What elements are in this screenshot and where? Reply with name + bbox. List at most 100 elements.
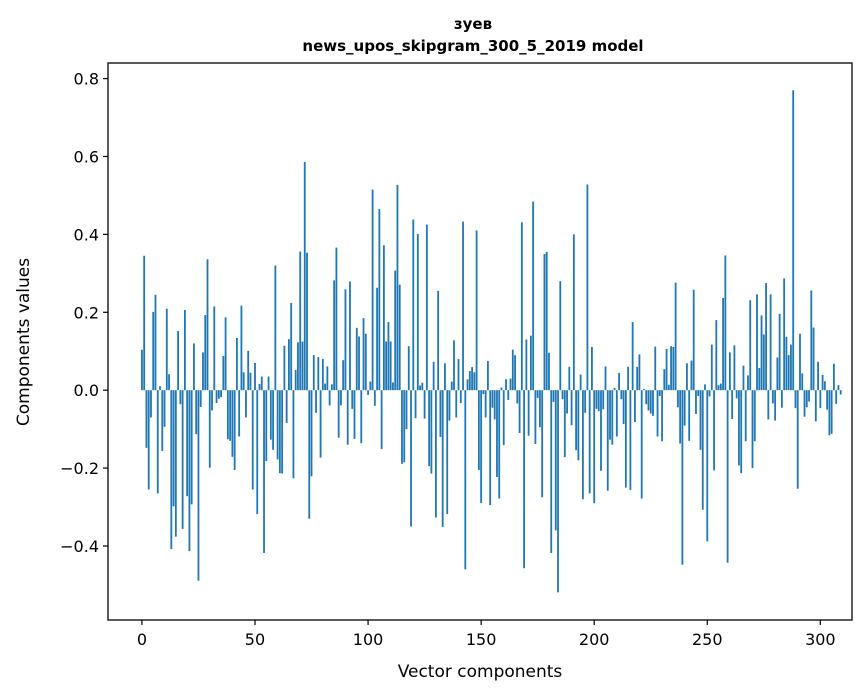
bar-271	[753, 390, 756, 442]
bar-136	[448, 390, 451, 421]
bar-32	[213, 306, 216, 391]
x-tick-label: 50	[245, 630, 265, 649]
bar-92	[349, 281, 351, 391]
bar-256	[719, 383, 722, 391]
bar-13	[170, 390, 173, 550]
x-tick-label: 250	[692, 630, 723, 649]
bar-152	[484, 390, 487, 418]
bar-262	[733, 345, 736, 391]
bar-279	[771, 390, 774, 404]
bar-47	[247, 350, 250, 391]
bar-282	[778, 313, 781, 391]
bar-76	[312, 355, 315, 391]
bar-163	[509, 378, 512, 391]
bar-252	[710, 344, 713, 391]
bar-176	[539, 390, 541, 428]
bar-31	[211, 390, 213, 411]
bar-277	[767, 390, 770, 420]
bar-235	[672, 346, 675, 391]
bar-119	[410, 390, 412, 527]
bar-102	[371, 189, 374, 391]
bar-43	[238, 390, 241, 437]
bar-50	[254, 362, 256, 391]
bar-139	[455, 390, 458, 418]
bar-49	[251, 390, 254, 490]
bar-217	[631, 322, 634, 391]
bar-78	[317, 357, 320, 391]
bar-283	[780, 390, 783, 408]
bar-80	[321, 359, 324, 391]
bar-54	[263, 390, 265, 554]
bar-66	[290, 302, 293, 391]
x-tick-label: 100	[353, 630, 384, 649]
bar-41	[233, 390, 236, 471]
bar-183	[554, 390, 557, 531]
bar-87	[337, 390, 340, 438]
bar-285	[785, 336, 788, 391]
bar-236	[674, 282, 677, 391]
bar-115	[401, 390, 403, 464]
bar-82	[326, 366, 329, 391]
bar-210	[615, 390, 618, 437]
bar-160	[502, 390, 505, 446]
bar-74	[308, 390, 311, 519]
bar-245	[695, 390, 697, 414]
bar-258	[724, 255, 727, 391]
bar-69	[297, 342, 299, 391]
bar-149	[477, 390, 480, 471]
bar-284	[783, 278, 786, 391]
bar-96	[358, 336, 360, 391]
bar-226	[652, 390, 654, 416]
bar-133	[441, 390, 444, 527]
bar-90	[344, 289, 347, 391]
bar-228	[656, 390, 659, 437]
bar-79	[319, 390, 322, 458]
bar-185	[559, 281, 562, 391]
bar-29	[206, 259, 209, 391]
bar-186	[561, 390, 564, 400]
bar-253	[713, 390, 715, 471]
bar-124	[421, 382, 424, 391]
bar-4	[150, 390, 152, 418]
bar-267	[744, 390, 747, 442]
bar-106	[380, 390, 383, 450]
bar-171	[527, 390, 530, 436]
bar-302	[823, 381, 826, 391]
bar-248	[701, 390, 704, 510]
bar-8	[159, 386, 161, 391]
bar-297	[812, 327, 815, 391]
bar-242	[688, 390, 691, 441]
bar-203	[600, 390, 602, 471]
bar-130	[435, 390, 437, 518]
bar-157	[496, 390, 498, 478]
bar-196	[584, 390, 587, 413]
bar-234	[670, 346, 672, 391]
bar-244	[692, 289, 695, 391]
bar-53	[260, 376, 263, 391]
bar-7	[156, 390, 159, 494]
y-tick-label: 0.2	[74, 303, 99, 322]
plot-frame	[107, 62, 853, 621]
bar-174	[534, 390, 537, 444]
x-tick-label: 150	[466, 630, 497, 649]
bar-3	[147, 390, 150, 490]
bar-168	[520, 222, 523, 391]
bar-247	[699, 390, 702, 450]
bar-123	[419, 385, 421, 391]
bar-306	[833, 363, 835, 391]
bar-269	[749, 300, 752, 391]
x-tick-label: 0	[137, 630, 147, 649]
bar-292	[801, 373, 804, 391]
bar-100	[367, 390, 369, 395]
chart-title-line-2: news_upos_skipgram_300_5_2019 model	[302, 37, 643, 55]
bar-70	[299, 251, 302, 391]
bar-25	[197, 390, 200, 581]
bar-214	[624, 390, 627, 488]
bar-95	[355, 327, 358, 391]
bar-35	[220, 390, 222, 398]
bar-40	[231, 390, 234, 457]
bar-182	[552, 390, 555, 402]
bar-42	[236, 337, 238, 391]
bar-164	[511, 349, 514, 391]
